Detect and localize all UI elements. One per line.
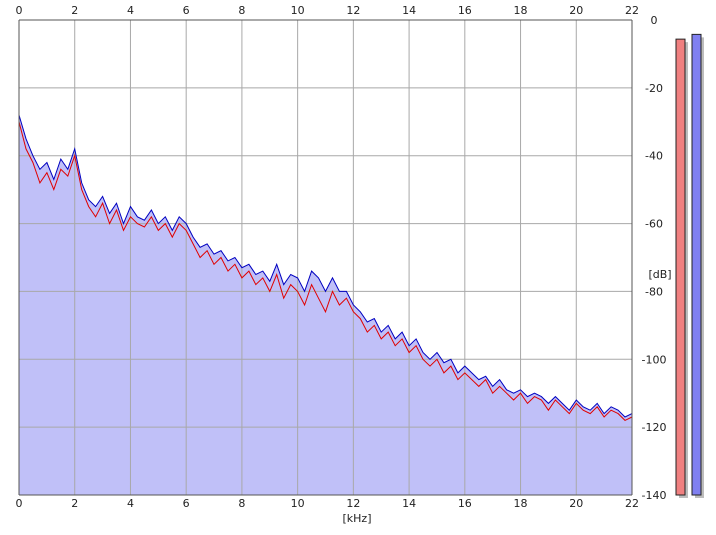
y-tick-label: 0	[651, 14, 658, 27]
x-tick-label-top: 10	[291, 4, 305, 17]
level-meter-bar	[691, 33, 702, 496]
y-ticks-right: 0 -20 -40 -60 -80 -100 -120 -140	[642, 14, 667, 502]
series-line-2	[18, 114, 633, 418]
x-ticks-top: 0 2 4 6 8 10 12 14 16 18 20 22	[16, 4, 640, 17]
grid-layer	[18, 19, 633, 496]
y-tick-label: -80	[645, 285, 663, 298]
x-tick-label-bottom: 12	[346, 497, 360, 510]
x-axis-label: [kHz]	[343, 512, 372, 525]
x-ticks-bottom: 0 2 4 6 8 10 12 14 16 18 20 22	[16, 497, 640, 510]
y-tick-label: -100	[642, 353, 667, 366]
x-tick-label-bottom: 14	[402, 497, 416, 510]
x-tick-label-top: 14	[402, 4, 416, 17]
y-tick-label: -120	[642, 421, 667, 434]
x-tick-label-bottom: 8	[238, 497, 245, 510]
x-tick-label-top: 4	[127, 4, 134, 17]
x-tick-label-top: 22	[625, 4, 639, 17]
level-meters	[675, 33, 704, 498]
x-tick-label-top: 20	[569, 4, 583, 17]
spectrum-fill-layer	[19, 115, 632, 495]
x-tick-label-bottom: 20	[569, 497, 583, 510]
x-tick-label-top: 18	[514, 4, 528, 17]
x-tick-label-bottom: 6	[183, 497, 190, 510]
x-tick-label-top: 16	[458, 4, 472, 17]
x-tick-label-top: 12	[346, 4, 360, 17]
series-layer	[18, 114, 633, 422]
x-tick-label-bottom: 16	[458, 497, 472, 510]
x-tick-label-top: 2	[71, 4, 78, 17]
x-tick-label-bottom: 4	[127, 497, 134, 510]
y-tick-label: -60	[645, 218, 663, 231]
x-tick-label-bottom: 2	[71, 497, 78, 510]
axes-layer	[18, 19, 633, 496]
spectrum-fill-area	[19, 115, 632, 495]
x-tick-label-bottom: 0	[16, 497, 23, 510]
x-tick-label-top: 6	[183, 4, 190, 17]
x-tick-label-bottom: 18	[514, 497, 528, 510]
level-meter-bar	[675, 38, 686, 496]
y-tick-label: -140	[642, 489, 667, 502]
x-tick-label-bottom: 10	[291, 497, 305, 510]
series-line-1	[18, 121, 633, 422]
y-tick-label: -20	[645, 82, 663, 95]
y-tick-label: -40	[645, 150, 663, 163]
y-axis-label: [dB]	[648, 268, 671, 281]
x-tick-label-bottom: 22	[625, 497, 639, 510]
x-tick-label-top: 0	[16, 4, 23, 17]
x-tick-label-top: 8	[238, 4, 245, 17]
